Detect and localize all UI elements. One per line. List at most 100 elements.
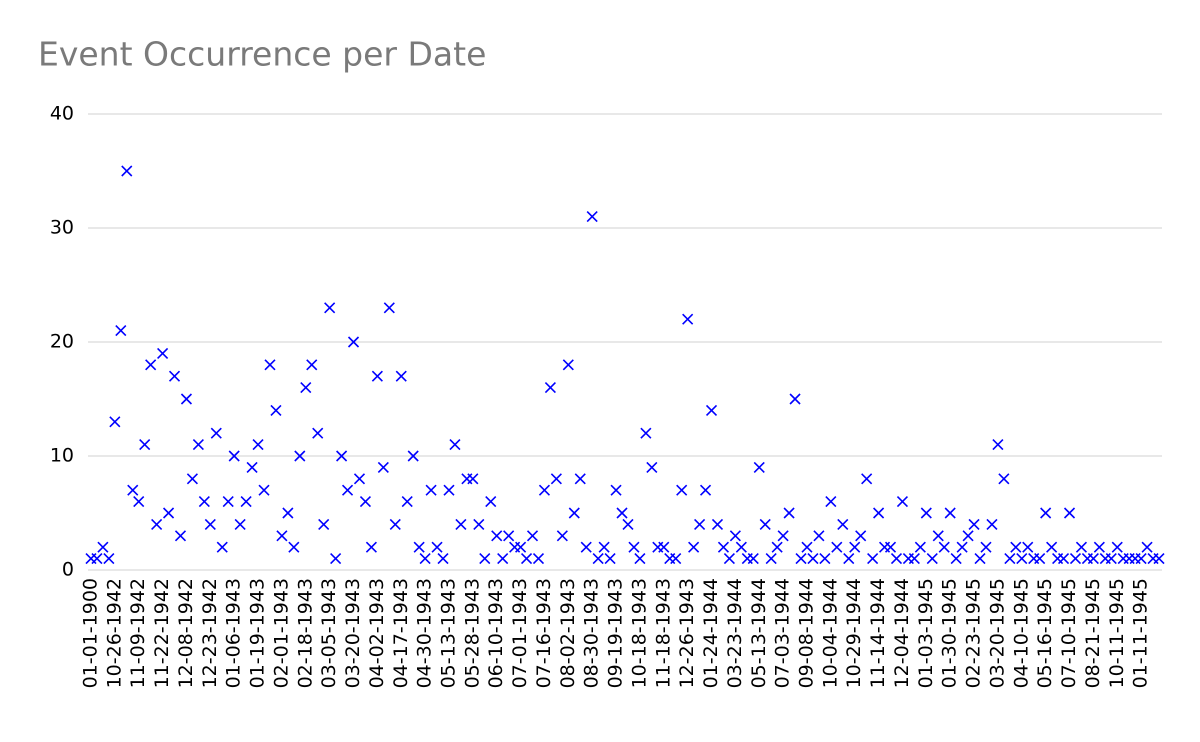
marker	[407, 450, 419, 462]
y-tick-label: 10	[50, 445, 74, 467]
marker	[819, 553, 831, 565]
x-tick-label: 03-23-1944	[724, 578, 746, 688]
marker	[395, 370, 407, 382]
marker	[431, 541, 443, 553]
x-tick-label: 11-22-1942	[151, 578, 173, 688]
marker	[139, 439, 151, 451]
x-tick-label: 01-06-1943	[223, 578, 245, 688]
marker	[926, 553, 938, 565]
marker	[222, 496, 234, 508]
x-tick-label: 09-08-1944	[795, 578, 817, 688]
marker	[515, 541, 527, 553]
marker	[526, 530, 539, 542]
x-tick-label: 07-10-1945	[1058, 578, 1080, 688]
marker	[204, 518, 216, 530]
x-tick-label: 07-03-1944	[772, 578, 794, 688]
x-tick-label: 03-20-1943	[342, 578, 364, 688]
marker	[932, 530, 944, 542]
marker	[688, 541, 700, 553]
marker	[1057, 553, 1070, 565]
marker	[365, 541, 377, 553]
marker	[443, 484, 455, 496]
marker	[359, 496, 372, 508]
marker	[425, 484, 437, 496]
x-tick-label: 02-01-1943	[270, 578, 292, 688]
y-tick-label: 40	[50, 103, 74, 125]
marker	[1093, 541, 1105, 553]
marker	[783, 507, 795, 519]
marker	[1022, 541, 1034, 553]
x-tick-label: 03-20-1945	[986, 578, 1008, 688]
marker	[723, 553, 735, 565]
marker	[503, 530, 515, 542]
marker	[717, 541, 730, 553]
marker	[1069, 553, 1082, 565]
marker	[968, 518, 980, 530]
x-tick-label: 08-02-1943	[557, 578, 579, 688]
marker	[992, 439, 1004, 451]
x-tick-label: 11-14-1944	[867, 578, 889, 688]
marker	[121, 165, 133, 177]
marker	[867, 553, 879, 565]
marker	[210, 427, 222, 439]
marker	[616, 507, 628, 519]
marker	[777, 530, 789, 542]
marker	[980, 541, 992, 553]
marker	[956, 541, 968, 553]
marker	[962, 530, 974, 542]
marker	[729, 530, 741, 542]
x-tick-label: 07-16-1943	[533, 578, 555, 688]
marker	[801, 541, 813, 553]
x-tick-label: 01-01-1900	[79, 578, 101, 688]
marker	[401, 496, 413, 508]
marker	[127, 484, 139, 496]
marker	[383, 302, 395, 314]
marker	[705, 404, 718, 416]
marker	[974, 553, 986, 565]
x-tick-label: 12-23-1942	[199, 578, 221, 688]
x-tick-label: 01-24-1944	[700, 578, 722, 688]
marker	[568, 507, 580, 519]
marker	[914, 541, 926, 553]
marker	[920, 507, 932, 519]
marker	[97, 541, 109, 553]
marker	[1075, 541, 1088, 553]
marker	[228, 450, 240, 462]
marker	[151, 518, 163, 530]
marker	[174, 530, 187, 542]
marker	[890, 553, 903, 565]
marker	[347, 336, 360, 348]
marker	[520, 553, 533, 565]
marker	[556, 530, 568, 542]
marker	[628, 541, 640, 553]
marker	[353, 473, 366, 485]
y-tick-label: 0	[62, 559, 74, 581]
marker	[324, 302, 336, 314]
marker	[467, 473, 479, 485]
marker	[586, 211, 598, 223]
marker	[276, 530, 288, 542]
marker	[377, 461, 389, 473]
marker	[91, 553, 103, 565]
marker	[264, 359, 276, 371]
marker	[849, 541, 861, 553]
x-tick-label: 09-19-1943	[605, 578, 627, 688]
marker	[162, 507, 175, 519]
x-tick-label: 08-30-1943	[581, 578, 603, 688]
marker	[168, 370, 181, 382]
marker	[330, 553, 342, 565]
x-tick-label: 10-11-1945	[1106, 578, 1128, 688]
marker	[944, 507, 956, 519]
marker	[562, 359, 574, 371]
marker	[1034, 553, 1046, 565]
marker	[532, 553, 545, 565]
x-tick-label: 12-26-1943	[676, 578, 698, 688]
marker	[1016, 553, 1028, 565]
x-tick-label: 04-10-1945	[1010, 578, 1032, 688]
x-tick-label: 01-30-1945	[939, 578, 961, 688]
marker	[1004, 553, 1016, 565]
marker	[145, 359, 157, 371]
marker	[646, 461, 658, 473]
marker	[622, 518, 634, 530]
marker	[598, 541, 610, 553]
